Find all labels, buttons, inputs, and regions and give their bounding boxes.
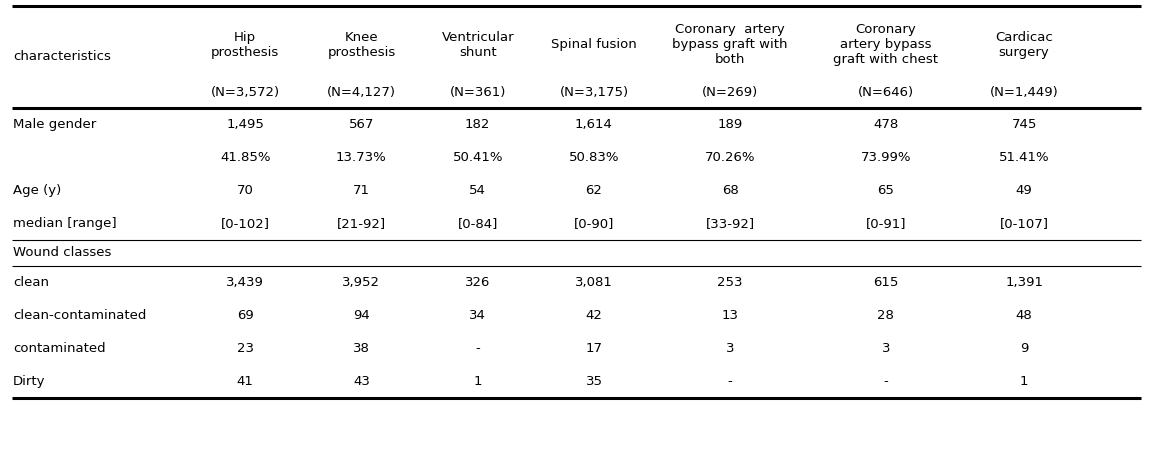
Text: 48: 48 [1016,309,1033,322]
Text: (N=3,175): (N=3,175) [560,87,629,99]
Text: Spinal fusion: Spinal fusion [552,39,637,51]
Text: 43: 43 [353,375,370,388]
Text: median [range]: median [range] [13,217,117,230]
Text: (N=1,449): (N=1,449) [989,87,1058,99]
Text: 3: 3 [881,342,890,355]
Text: 567: 567 [349,118,375,131]
Text: 28: 28 [878,309,894,322]
Text: 3,439: 3,439 [226,276,264,289]
Text: 615: 615 [873,276,899,289]
Text: clean-contaminated: clean-contaminated [13,309,146,322]
Text: 70: 70 [237,184,254,197]
Text: 478: 478 [873,118,899,131]
Text: Age (y): Age (y) [13,184,61,197]
Text: (N=3,572): (N=3,572) [210,87,279,99]
Text: 1,495: 1,495 [226,118,264,131]
Text: Cardicac
surgery: Cardicac surgery [995,31,1052,59]
Text: (N=646): (N=646) [858,87,913,99]
Text: Wound classes: Wound classes [13,247,111,260]
Text: 49: 49 [1016,184,1033,197]
Text: -: - [727,375,732,388]
Text: 62: 62 [586,184,602,197]
Text: 13: 13 [722,309,739,322]
Text: 35: 35 [586,375,602,388]
Text: 1,614: 1,614 [574,118,612,131]
Text: Knee
prosthesis: Knee prosthesis [327,31,395,59]
Text: 17: 17 [586,342,602,355]
Text: 3,081: 3,081 [574,276,612,289]
Text: Coronary
artery bypass
graft with chest: Coronary artery bypass graft with chest [833,24,939,66]
Text: 51.41%: 51.41% [998,151,1049,164]
Text: [33-92]: [33-92] [705,217,755,230]
Text: 13.73%: 13.73% [336,151,387,164]
Text: [0-107]: [0-107] [1000,217,1049,230]
Text: 745: 745 [1011,118,1036,131]
Text: Ventricular
shunt: Ventricular shunt [441,31,514,59]
Text: 41.85%: 41.85% [219,151,270,164]
Text: 1: 1 [473,375,481,388]
Text: 41: 41 [237,375,254,388]
Text: [21-92]: [21-92] [337,217,386,230]
Text: [0-84]: [0-84] [457,217,498,230]
Text: -: - [476,342,480,355]
Text: Hip
prosthesis: Hip prosthesis [211,31,279,59]
Text: 50.41%: 50.41% [453,151,503,164]
Text: 1: 1 [1020,375,1028,388]
Text: 68: 68 [722,184,739,197]
Text: (N=269): (N=269) [702,87,758,99]
Text: [0-102]: [0-102] [221,217,270,230]
Text: -: - [884,375,888,388]
Text: 189: 189 [717,118,742,131]
Text: 1,391: 1,391 [1005,276,1043,289]
Text: 54: 54 [469,184,486,197]
Text: Dirty: Dirty [13,375,46,388]
Text: 23: 23 [237,342,254,355]
Text: 50.83%: 50.83% [569,151,619,164]
Text: 253: 253 [717,276,742,289]
Text: contaminated: contaminated [13,342,106,355]
Text: (N=4,127): (N=4,127) [327,87,396,99]
Text: [0-90]: [0-90] [573,217,615,230]
Text: (N=361): (N=361) [449,87,506,99]
Text: 9: 9 [1020,342,1028,355]
Text: 3: 3 [726,342,734,355]
Text: 42: 42 [586,309,602,322]
Text: 73.99%: 73.99% [861,151,911,164]
Text: 3,952: 3,952 [342,276,380,289]
Text: Coronary  artery
bypass graft with
both: Coronary artery bypass graft with both [672,24,788,66]
Text: characteristics: characteristics [13,50,110,64]
Text: 70.26%: 70.26% [704,151,755,164]
Text: clean: clean [13,276,49,289]
Text: 38: 38 [353,342,370,355]
Text: 182: 182 [465,118,491,131]
Text: 326: 326 [465,276,491,289]
Text: [0-91]: [0-91] [865,217,907,230]
Text: 71: 71 [353,184,370,197]
Text: 94: 94 [353,309,370,322]
Text: 34: 34 [469,309,486,322]
Text: 69: 69 [237,309,254,322]
Text: 65: 65 [878,184,894,197]
Text: Male gender: Male gender [13,118,97,131]
